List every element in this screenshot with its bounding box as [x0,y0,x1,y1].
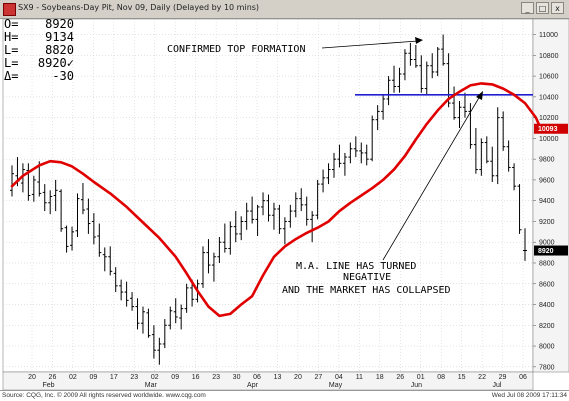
x-tick-label: 23 [212,374,220,381]
month-label: May [329,382,343,389]
x-axis-panel [2,371,534,390]
y-tick-label: 10400 [539,94,559,101]
annotation-arrow-ma [382,95,481,261]
x-tick-label: 23 [130,374,138,381]
x-tick-label: 17 [110,374,118,381]
month-label: Feb [42,382,54,389]
x-tick-label: 06 [253,374,261,381]
month-label: Jul [493,382,502,389]
timestamp-text: Wed Jul 08 2009 17:11:34 [491,392,567,399]
quote-value: 9134 [45,30,74,44]
x-tick-label: 30 [233,374,241,381]
x-tick-label: 08 [437,374,445,381]
x-tick-label: 20 [28,374,36,381]
x-tick-label: 11 [356,374,363,381]
x-tick-label: 26 [396,374,404,381]
x-tick-label: 02 [69,374,77,381]
minimize-button[interactable]: _ [521,2,534,14]
y-tick-label: 8200 [539,323,555,330]
y-tick-label: 8000 [539,344,555,351]
price-label-text: 10093 [538,126,558,133]
price-label-text: 8920 [538,248,554,255]
x-tick-label: 16 [192,374,200,381]
y-tick-label: 7800 [539,364,555,371]
x-tick-label: 02 [151,374,159,381]
x-tick-label: 13 [274,374,282,381]
y-tick-label: 8600 [539,281,555,288]
annotation-arrowhead-ma [476,91,483,100]
x-tick-label: 29 [499,374,507,381]
y-tick-label: 9400 [539,198,555,205]
x-tick-label: 26 [49,374,57,381]
quote-label: O= [4,18,18,31]
y-tick-label: 8800 [539,260,555,267]
window-title: SX9 - Soybeans-Day Pit, Nov 09, Daily (D… [18,3,260,12]
quote-label: L= [4,56,18,70]
quote-value: 8820 [45,43,74,57]
month-label: Apr [247,382,259,389]
x-tick-label: 27 [315,374,323,381]
annotation-ma-line3: AND THE MARKET HAS COLLAPSED [282,285,451,296]
y-axis-panel [532,18,569,373]
y-tick-label: 8400 [539,302,555,309]
y-tick-label: 9200 [539,219,555,226]
quote-label: H= [4,30,18,44]
price-chart[interactable]: 11000 10800 10600 10400 10200 10000 9800 9600 94… [0,18,569,390]
x-tick-label: 04 [335,374,343,381]
x-tick-label: 01 [417,374,425,381]
y-tick-label: 9600 [539,177,555,184]
x-tick-label: 06 [519,374,527,381]
quote-value: 8920 [45,18,74,31]
annotation-arrowhead-top [415,37,423,44]
maximize-button[interactable]: □ [536,2,549,14]
footer: Source: CQG, Inc. © 2009 All rights rese… [0,390,569,401]
month-label: Mar [145,382,158,389]
x-tick-label: 22 [478,374,486,381]
y-tick-label: 9000 [539,240,555,247]
annotation-ma-line2: NEGATIVE [343,272,391,283]
y-tick-label: 9800 [539,157,555,164]
moving-average-line [10,82,543,318]
annotation-ma-line1: M.A. LINE HAS TURNED [296,261,416,272]
price-label-box [534,245,568,256]
y-tick-label: 10000 [539,136,559,143]
x-tick-label: 18 [376,374,384,381]
quote-label: Δ= [4,69,18,83]
app-icon [3,3,16,16]
x-tick-label: 09 [171,374,179,381]
y-tick-label: 10800 [539,53,559,60]
x-tick-label: 20 [294,374,302,381]
copyright-text: Source: CQG, Inc. © 2009 All rights rese… [2,392,206,399]
y-tick-label: 10200 [539,115,559,122]
y-tick-label: 11000 [539,32,558,39]
quote-label: L= [4,43,18,57]
quote-value: -30 [52,69,74,83]
annotation-arrow-top [321,40,419,49]
title-bar[interactable]: SX9 - Soybeans-Day Pit, Nov 09, Daily (D… [0,0,569,19]
close-button[interactable]: x [551,2,564,14]
x-tick-label: 15 [458,374,466,381]
annotation-top-formation: CONFIRMED TOP FORMATION [167,44,305,55]
quote-value: 8920✓ [38,56,74,70]
month-label: Jun [411,382,422,389]
price-label-box [534,123,568,134]
y-tick-label: 10600 [539,74,559,81]
x-tick-label: 09 [89,374,97,381]
